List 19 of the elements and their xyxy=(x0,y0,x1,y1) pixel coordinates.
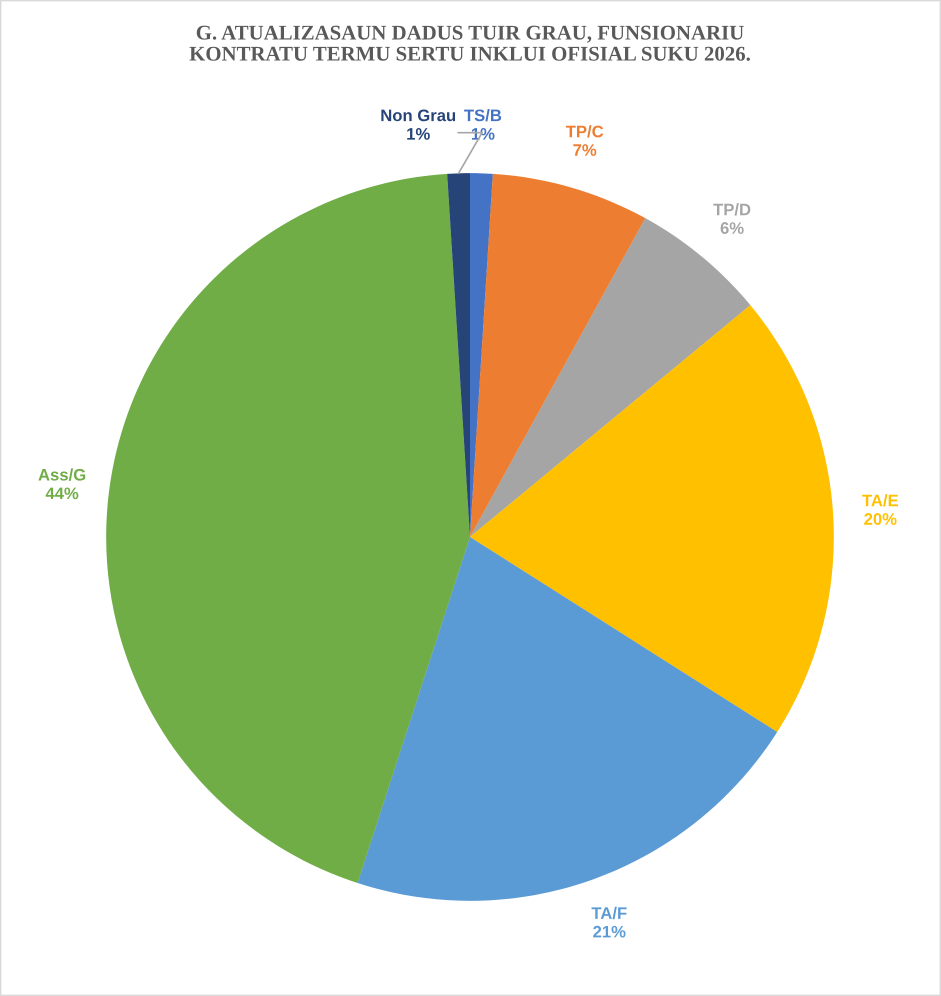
data-label: 1% xyxy=(407,128,430,140)
slice-label: Non Grau xyxy=(381,109,456,122)
chart-title: G. ATUALIZASAUN DADUS TUIR GRAU, FUNSIONARIU KONTRATU TERMU SERTU INKLUI OFISIAL SUKU 2026. xyxy=(189,26,750,61)
pie-slice xyxy=(470,174,646,537)
slice-label: TP/C xyxy=(566,125,604,138)
slice-label: TA/E xyxy=(862,494,898,507)
slice-label: TS/B xyxy=(464,109,502,122)
pie-slice xyxy=(470,218,750,537)
data-label: 20% xyxy=(864,513,897,525)
pie-slice xyxy=(358,537,778,901)
pie-slice xyxy=(106,174,470,884)
data-label: 7% xyxy=(573,144,596,156)
slice-label: Ass/G xyxy=(38,468,86,481)
data-label: 44% xyxy=(46,487,78,500)
slice-label: TA/F xyxy=(592,906,627,920)
slice-label: TP/D xyxy=(713,203,750,216)
pie-slice xyxy=(470,305,834,732)
data-label: 21% xyxy=(593,926,626,938)
data-label: 6% xyxy=(720,222,744,234)
